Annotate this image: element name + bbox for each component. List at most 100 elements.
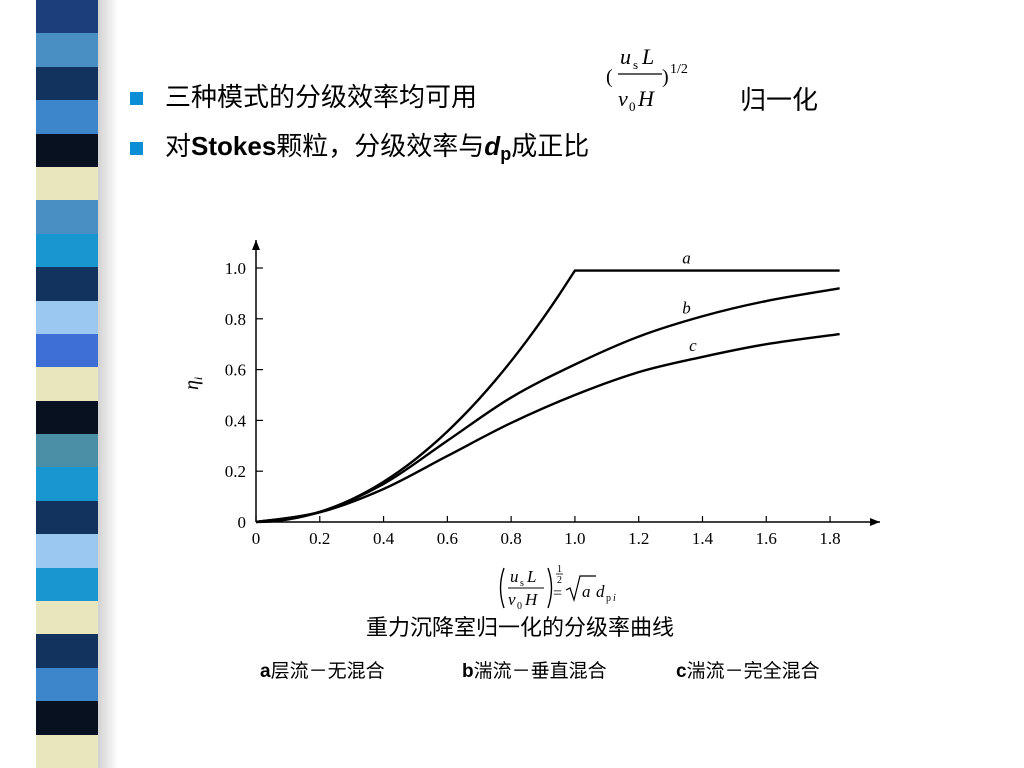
series-a-label: a: [682, 249, 691, 268]
bullet-item-1: 三种模式的分级效率均可用: [130, 78, 477, 118]
series-layer: a bc: [255, 249, 840, 524]
stripe-segment: [36, 400, 98, 435]
stripe-segment: [36, 567, 98, 602]
stripe-segment: [36, 133, 98, 168]
stripe-segment: [36, 100, 98, 135]
y-axis-arrow-icon: [252, 240, 260, 250]
axis-formula-num-u: u: [510, 567, 519, 586]
normalization-formula: ( u s L v 0 H ) 1/2: [606, 44, 688, 114]
stripe-segment: [36, 333, 98, 368]
formula-num-s: s: [633, 57, 638, 72]
series-c-label: c: [689, 336, 697, 355]
legend-c-key: c: [676, 661, 687, 682]
y-tick-label: 0.4: [225, 411, 247, 430]
stripe-shadow: [98, 0, 118, 768]
sqrt-sign-icon: [565, 575, 596, 603]
legend-b-key: b: [462, 661, 474, 682]
series-a-line: [255, 269, 840, 524]
stripe-segment: [36, 300, 98, 335]
y-tick-label: 0.6: [225, 361, 246, 380]
x-tick-label: 1.6: [756, 529, 777, 548]
legend-a-text: 层流－无混合: [270, 660, 385, 682]
axis-formula-lparen: [499, 567, 505, 609]
legend-item-b: b湍流－垂直混合: [462, 656, 607, 683]
formula-exponent: 1/2: [670, 62, 688, 77]
chart-caption: 重力沉降室归一化的分级率曲线: [366, 616, 675, 641]
axis-formula-sqrt-a: a: [582, 582, 591, 601]
stripe-segment: [36, 667, 98, 702]
formula-num-u: u: [620, 44, 631, 69]
stripe-segment: [36, 500, 98, 535]
axis-formula-num-s: s: [520, 578, 524, 589]
y-tick-label: 1.0: [225, 259, 246, 278]
bullet-2-d: d: [484, 131, 501, 161]
legend-item-c: c湍流－完全混合: [676, 656, 820, 683]
axis-formula-exp-num: 1: [557, 564, 562, 575]
efficiency-chart: 0 0.2 0.4 0.6 0.8 1.0 1.2 1.4 1.6 1.8 0 0.2 0.4 0.6 0.…: [181, 240, 880, 548]
axis-formula-equals: =: [553, 585, 562, 602]
formula-den-v: v: [618, 86, 628, 111]
bullet-item-2: 对Stokes颗粒，分级效率与dp成正比: [130, 128, 589, 168]
stripe-segment: [36, 267, 98, 302]
formula-lparen: (: [606, 66, 613, 88]
bullet-2-pre: 对: [165, 132, 192, 162]
bullet-2-post: 成正比: [511, 132, 590, 162]
x-tick-label: 0: [252, 529, 261, 548]
series-b-line: [255, 287, 840, 524]
bullet-square-icon: [130, 91, 143, 105]
axis-formula-num-L: L: [526, 567, 536, 586]
axis-formula-sub-p: p: [606, 593, 611, 604]
y-tick-label: 0.8: [225, 310, 246, 329]
stripe-segment: [36, 534, 98, 569]
axis-formula-exp-den: 2: [557, 575, 562, 586]
stripe-segment: [36, 66, 98, 101]
series-c-line: [255, 332, 840, 524]
decorative-stripe-bar: [36, 0, 98, 768]
formula-num-L: L: [641, 44, 654, 69]
stripe-segment: [36, 701, 98, 736]
legend-b-text: 湍流－垂直混合: [473, 660, 607, 682]
x-axis-arrow-icon: [870, 518, 880, 526]
x-tick-label: 1.0: [564, 529, 585, 548]
y-tick-label: 0: [238, 513, 247, 532]
x-tick-label: 0.2: [309, 529, 330, 548]
bullet-2-mid: 颗粒，分级效率与: [276, 132, 485, 162]
bullet-2-text: 对Stokes颗粒，分级效率与dp成正比: [165, 133, 589, 163]
axes-layer: 0 0.2 0.4 0.6 0.8 1.0 1.2 1.4 1.6 1.8 0 0.2 0.4 0.6 0.…: [225, 240, 880, 548]
stripe-segment: [36, 200, 98, 235]
stripe-segment: [36, 0, 98, 34]
x-tick-label: 0.4: [373, 529, 395, 548]
bullet-2-sub: p: [500, 144, 512, 164]
formula-den-H: H: [637, 86, 655, 111]
bullet-1-text: 三种模式的分级效率均可用: [165, 83, 478, 113]
stripe-segment: [36, 233, 98, 268]
axis-formula-sub-i: i: [613, 593, 616, 604]
axis-formula-den-H: H: [524, 590, 539, 609]
x-tick-label: 1.8: [819, 529, 840, 548]
stripe-segment: [36, 166, 98, 201]
legend-item-a: a层流－无混合: [260, 656, 385, 683]
stripe-segment: [36, 734, 98, 768]
stripe-segment: [36, 367, 98, 402]
x-axis-formula: u s L v 0 H 1 2 = a d p i: [499, 564, 616, 612]
y-tick-label: 0.2: [225, 462, 246, 481]
formula-den-0: 0: [629, 99, 636, 114]
formula-rparen: ): [662, 66, 669, 88]
bullet-square-icon: [130, 141, 143, 155]
x-tick-label: 1.2: [628, 529, 649, 548]
stripe-segment: [36, 634, 98, 669]
x-tick-label: 0.8: [501, 529, 522, 548]
bullet-1-suffix: 归一化: [740, 86, 819, 116]
legend-c-text: 湍流－完全混合: [686, 660, 820, 682]
stripe-segment: [36, 601, 98, 635]
series-b-label: b: [682, 298, 691, 317]
axis-formula-d: d: [596, 582, 605, 601]
axis-formula-den-0: 0: [517, 601, 522, 612]
axis-formula-den-v: v: [508, 590, 516, 609]
stripe-segment: [36, 434, 98, 468]
x-tick-label: 1.4: [692, 529, 714, 548]
legend-a-key: a: [260, 661, 271, 682]
stripe-segment: [36, 467, 98, 502]
x-tick-label: 0.6: [437, 529, 458, 548]
axis-formula-rparen: [547, 567, 553, 609]
